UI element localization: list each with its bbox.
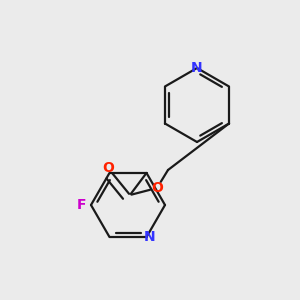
Text: O: O <box>102 161 114 175</box>
Text: F: F <box>77 198 86 212</box>
Text: N: N <box>144 230 155 244</box>
Text: N: N <box>191 61 203 75</box>
Text: O: O <box>151 181 163 195</box>
